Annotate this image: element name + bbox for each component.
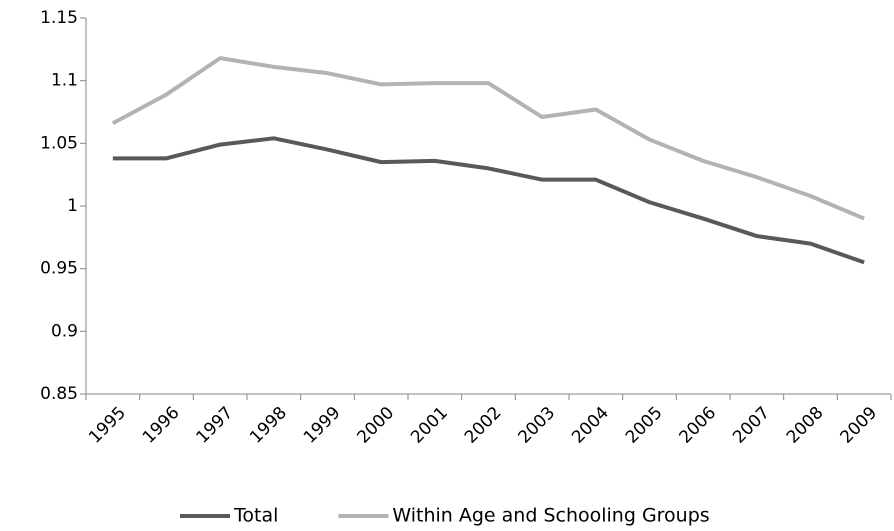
x-tick-label: 1999 xyxy=(300,403,345,448)
series-line xyxy=(111,56,865,221)
y-tick-label: 1.15 xyxy=(40,8,78,28)
y-tick-label: 1.1 xyxy=(51,71,78,91)
x-tick-label: 1995 xyxy=(85,403,130,448)
x-tick-label: 2003 xyxy=(515,403,560,448)
x-tick-label: 1998 xyxy=(246,403,291,448)
x-tick-label: 2008 xyxy=(783,403,828,448)
y-tick-label: 0.85 xyxy=(40,384,78,404)
x-tick-label: 1996 xyxy=(139,403,184,448)
y-tick-label: 1.05 xyxy=(40,133,78,153)
series-line xyxy=(112,136,865,265)
x-tick-label: 2005 xyxy=(622,403,667,448)
x-tick-label: 2000 xyxy=(354,403,399,448)
legend-label: Within Age and Schooling Groups xyxy=(392,505,709,527)
x-tick-label: 1997 xyxy=(193,403,238,448)
x-tick-label: 2007 xyxy=(729,403,774,448)
x-tick-label: 2001 xyxy=(407,403,452,448)
y-tick-label: 1 xyxy=(67,196,78,216)
x-tick-label: 2009 xyxy=(837,403,882,448)
x-tick-label: 2006 xyxy=(676,403,721,448)
y-tick-label: 0.95 xyxy=(40,259,78,279)
legend-label: Total xyxy=(233,505,278,527)
y-tick-label: 0.9 xyxy=(51,321,78,341)
x-tick-label: 2004 xyxy=(568,403,613,448)
x-tick-label: 2002 xyxy=(461,403,506,448)
